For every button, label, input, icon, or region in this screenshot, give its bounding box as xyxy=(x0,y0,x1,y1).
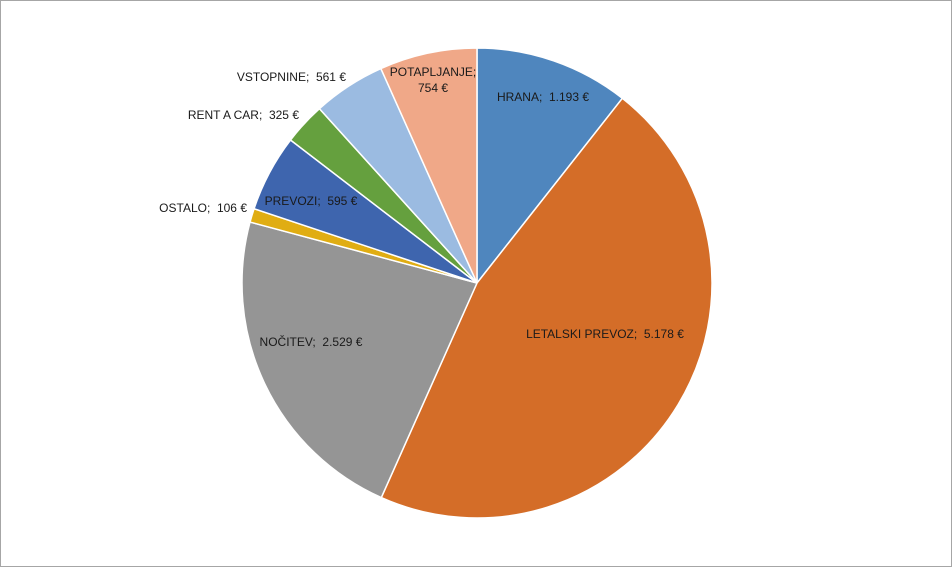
pie-slice-no-itev xyxy=(241,221,479,499)
pie-slices xyxy=(241,47,713,519)
pie-slice-letalski-prevoz xyxy=(380,97,713,519)
pie-labels: HRANA; 1.193 € LETALSKI PREVOZ; 5.178 € NO… xyxy=(159,65,684,349)
data-label-ostalo: OSTALO; 106 € xyxy=(159,201,247,215)
data-label-no-itev: NOČITEV; 2.529 € xyxy=(260,334,363,349)
data-label-potapljanje: POTAPLJANJE; 754 € xyxy=(390,65,476,95)
pie-slice-hrana xyxy=(476,47,624,286)
data-label-vstopnine: VSTOPNINE; 561 € xyxy=(237,70,346,84)
data-label-rent-a-car: RENT A CAR; 325 € xyxy=(188,108,299,122)
data-label-prevozi: PREVOZI; 595 € xyxy=(265,194,358,208)
pie-slice-potapljanje xyxy=(379,47,478,284)
data-label-letalski-prevoz: LETALSKI PREVOZ; 5.178 € xyxy=(526,327,684,341)
data-label-hrana: HRANA; 1.193 € xyxy=(497,90,589,104)
